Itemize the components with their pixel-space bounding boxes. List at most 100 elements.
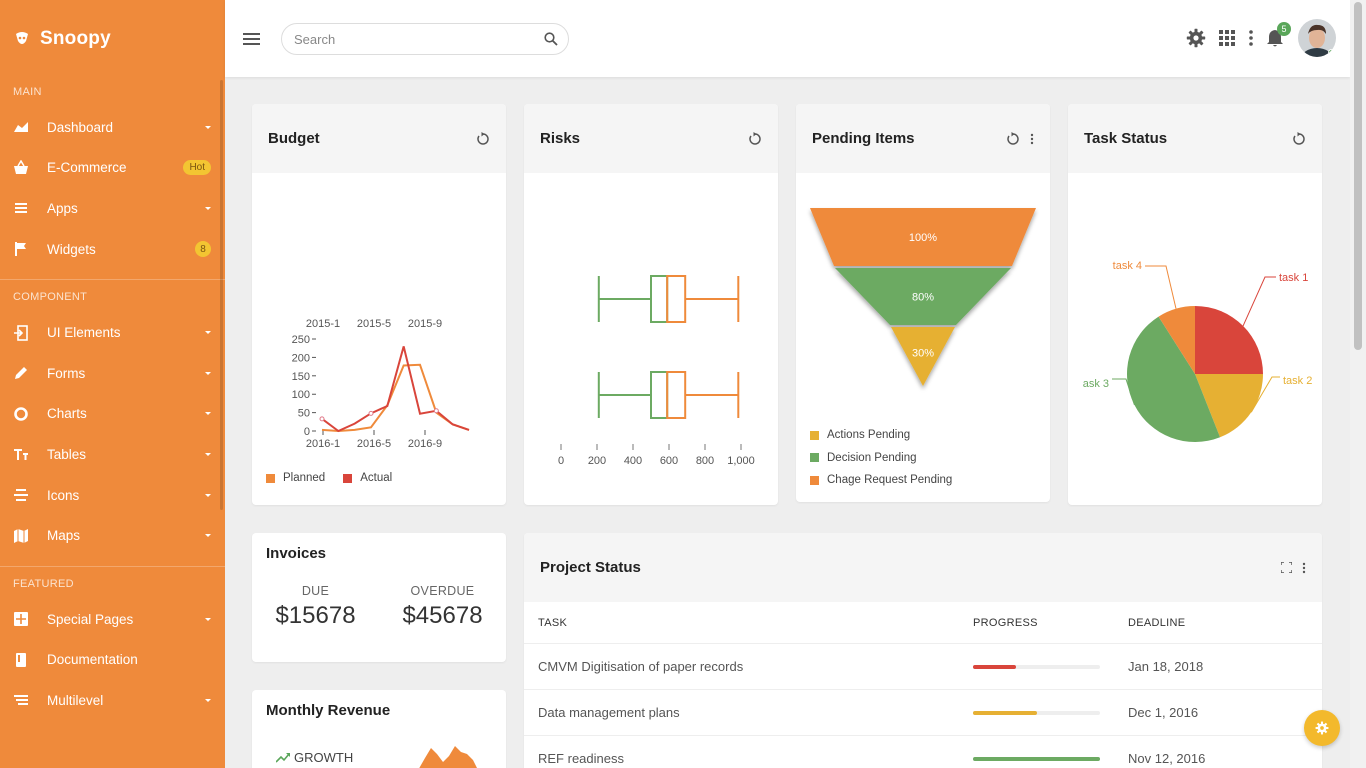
pending-legend-item[interactable]: Decision Pending [810, 447, 952, 470]
table-header-row: TASK PROGRESS DEADLINE [524, 602, 1322, 644]
settings-button[interactable] [1186, 28, 1206, 48]
data-point[interactable] [433, 408, 439, 414]
pie-label-connector [1112, 378, 1135, 406]
brand[interactable]: Snoopy [0, 0, 225, 77]
menu-toggle-icon[interactable] [243, 33, 260, 45]
search-icon[interactable] [544, 32, 558, 46]
data-point[interactable] [319, 416, 325, 422]
sidebar-scrollbar[interactable] [220, 80, 223, 510]
box-lower [650, 371, 669, 419]
funnel-stage[interactable] [810, 208, 1036, 266]
pending-legend-item[interactable]: Actions Pending [810, 424, 952, 447]
pending-legend-item[interactable]: Chage Request Pending [810, 469, 952, 492]
sidebar-item-maps[interactable]: Maps [0, 515, 225, 556]
task-progress [973, 664, 1128, 669]
sidebar: Snoopy MAIN Dashboard E-Commerce Hot Apps Wid… [0, 0, 225, 768]
y-tick-label: 250 [292, 334, 310, 346]
pencil-icon [13, 365, 29, 381]
progress-fill [973, 756, 1100, 761]
search-input[interactable] [294, 31, 544, 47]
sidebar-item-documentation[interactable]: Documentation [0, 640, 225, 681]
table-row[interactable]: REF readiness Nov 12, 2016 [524, 736, 1322, 768]
table-row[interactable]: CMVM Digitisation of paper records Jan 1… [524, 644, 1322, 690]
table-row[interactable]: Data management plans Dec 1, 2016 [524, 690, 1322, 736]
sidebar-item-e-commerce[interactable]: E-Commerce Hot [0, 148, 225, 189]
sidebar-section-label: MAIN [13, 86, 42, 98]
apps-button[interactable] [1218, 29, 1236, 47]
multilevel-icon [13, 692, 29, 708]
risk-box[interactable] [597, 371, 740, 419]
sidebar-item-icons[interactable]: Icons [0, 475, 225, 516]
risks-card-header: Risks [524, 104, 778, 173]
pie-label-connector [1242, 276, 1276, 327]
theme-settings-button[interactable] [1304, 710, 1340, 746]
fullscreen-icon [1281, 562, 1292, 573]
grid-icon [1219, 30, 1235, 46]
pie-slice[interactable] [1127, 316, 1221, 442]
card-menu-button[interactable] [1030, 133, 1034, 145]
pending-card: Pending Items 100% 80% 30% Actions Pending… [796, 104, 1050, 502]
pending-title: Pending Items [812, 130, 915, 147]
pie-slice[interactable] [1158, 306, 1195, 374]
sidebar-item-special-pages[interactable]: Special Pages [0, 599, 225, 640]
chevron-down-icon [205, 534, 211, 538]
sidebar-section-label: COMPONENT [13, 291, 88, 304]
sidebar-item-apps[interactable]: Apps [0, 188, 225, 229]
task-pie-chart: task 1 task 2 ask 3 task 4 [1083, 260, 1312, 442]
sidebar-item-label: Multilevel [47, 692, 104, 708]
refresh-button[interactable] [476, 131, 490, 146]
x-tick-label: 600 [660, 455, 678, 467]
more-button[interactable] [1248, 29, 1254, 47]
legend-swatch-planned [266, 473, 275, 483]
pie-label-connector [1145, 265, 1177, 309]
sidebar-item-widgets[interactable]: Widgets 8 [0, 229, 225, 270]
refresh-button[interactable] [748, 131, 762, 146]
sidebar-item-dashboard[interactable]: Dashboard [0, 107, 225, 148]
page-scrollbar-thumb[interactable] [1354, 2, 1362, 350]
notifications-button[interactable]: 5 [1266, 22, 1291, 48]
legend-swatch-actual [343, 473, 353, 483]
chevron-down-icon [205, 412, 211, 416]
x-bottom-tick-label: 2016-9 [408, 438, 442, 450]
funnel-stage[interactable] [891, 327, 955, 386]
progress-fill [973, 710, 1037, 715]
pending-legend: Actions Pending Decision Pending Chage Req… [810, 424, 952, 492]
pie-slice[interactable] [1195, 306, 1263, 374]
sidebar-item-tables[interactable]: Tables [0, 434, 225, 475]
card-menu-button[interactable] [1302, 562, 1306, 574]
invoice-overdue: OVERDUE $45678 [402, 584, 482, 630]
funnel-stage[interactable] [835, 268, 1011, 325]
sidebar-item-label: E-Commerce [47, 160, 127, 176]
risks-card: Risks 0 200 400 600 800 1,000 [524, 104, 778, 505]
flag-icon [13, 241, 29, 257]
fullscreen-button[interactable] [1281, 562, 1292, 573]
column-task[interactable]: TASK [538, 616, 568, 629]
data-point[interactable] [368, 410, 374, 416]
risks-title: Risks [540, 130, 581, 147]
task-deadline: Jan 18, 2018 [1128, 659, 1204, 674]
refresh-button[interactable] [1006, 131, 1020, 146]
sidebar-item-forms[interactable]: Forms [0, 353, 225, 394]
column-progress[interactable]: PROGRESS [973, 616, 1038, 629]
y-tick-label: 100 [292, 389, 310, 401]
chevron-down-icon [205, 617, 211, 621]
more-vertical-icon [1302, 562, 1306, 573]
column-deadline[interactable]: DEADLINE [1128, 616, 1186, 629]
revenue-sparkline [419, 746, 477, 768]
sidebar-item-ui-elements[interactable]: UI Elements [0, 312, 225, 353]
box-lower [650, 275, 669, 323]
user-avatar[interactable] [1298, 19, 1336, 57]
refresh-button[interactable] [1292, 131, 1306, 146]
task-status-title: Task Status [1084, 130, 1168, 147]
sidebar-item-multilevel[interactable]: Multilevel [0, 680, 225, 721]
page-scrollbar[interactable] [1350, 0, 1366, 768]
risk-box[interactable] [597, 275, 740, 323]
x-tick-label: 1,000 [727, 455, 755, 467]
y-tick-label: 150 [292, 371, 310, 383]
sidebar-item-label: UI Elements [47, 325, 121, 341]
pie-slice[interactable] [1195, 374, 1263, 438]
refresh-icon [1293, 131, 1305, 145]
sidebar-item-charts[interactable]: Charts [0, 394, 225, 435]
task-deadline: Nov 12, 2016 [1128, 751, 1206, 766]
chevron-down-icon [205, 371, 211, 375]
